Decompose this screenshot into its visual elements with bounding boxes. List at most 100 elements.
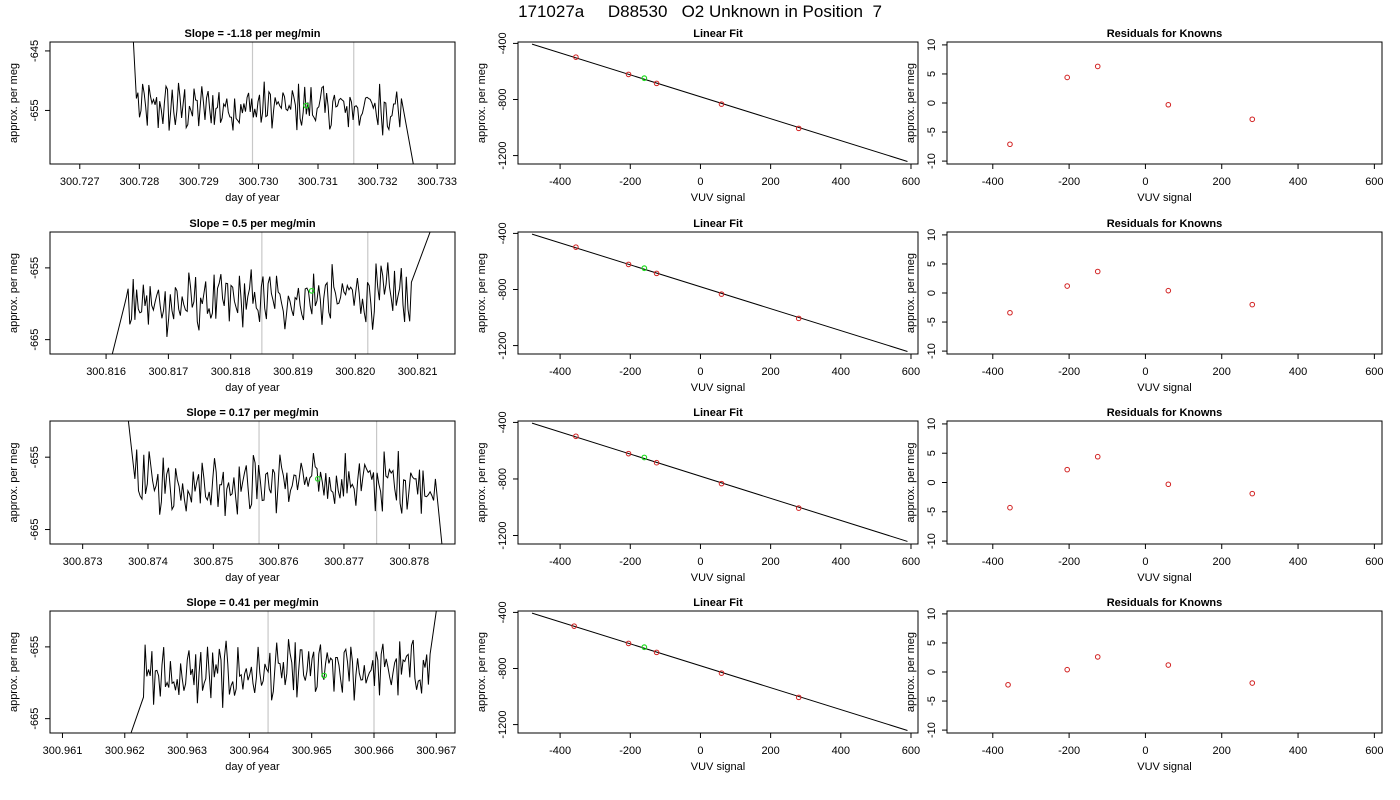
x-tick-label: 600 <box>902 556 920 568</box>
y-axis-label: approx. per meg <box>476 442 488 522</box>
panel-title: Linear Fit <box>693 407 743 419</box>
x-axis-label: day of year <box>225 382 280 394</box>
y-tick-label: 5 <box>926 261 938 267</box>
x-tick-label: 600 <box>1365 176 1383 188</box>
x-tick-label: 600 <box>902 176 920 188</box>
x-tick-label: -200 <box>619 556 641 568</box>
x-tick-label: 400 <box>1289 366 1307 378</box>
x-tick-label: 400 <box>832 745 850 757</box>
highlight-point <box>321 672 328 679</box>
x-tick-label: 0 <box>1142 176 1148 188</box>
y-tick-label: -5 <box>926 317 938 327</box>
data-point <box>1094 654 1101 660</box>
y-axis-label: approx. per meg <box>8 442 20 522</box>
y-tick-label: -1200 <box>497 332 509 360</box>
plot-area <box>127 421 443 544</box>
plot-frame <box>517 41 919 165</box>
y-tick-label: -800 <box>497 468 509 490</box>
data-point <box>1064 666 1070 673</box>
data-point <box>1165 287 1172 294</box>
data-point <box>625 450 632 457</box>
x-tick-label: -400 <box>549 176 571 188</box>
plot-area <box>132 42 414 164</box>
data-trace <box>111 232 431 354</box>
x-tick-label: 300.730 <box>239 176 279 188</box>
data-point <box>653 459 660 466</box>
data-point <box>625 261 632 268</box>
y-tick-label: 0 <box>926 479 938 485</box>
panel-title: Residuals for Knowns <box>1107 28 1223 40</box>
plot-frame <box>946 420 1383 545</box>
y-tick-label: 5 <box>926 71 938 77</box>
highlight-point <box>641 644 648 651</box>
plot-area <box>531 233 908 352</box>
x-axis-label: VUV signal <box>691 382 745 394</box>
x-axis-label: VUV signal <box>1137 761 1191 773</box>
x-tick-label: 0 <box>697 745 703 757</box>
x-tick-label: -200 <box>619 745 641 757</box>
highlight-point <box>641 75 648 82</box>
y-tick-label: 5 <box>926 450 938 456</box>
data-point <box>573 244 579 250</box>
x-tick-label: -400 <box>982 366 1004 378</box>
y-tick-label: 10 <box>926 39 938 51</box>
x-tick-label: 300.962 <box>105 745 145 757</box>
data-trace <box>132 42 414 164</box>
x-tick-label: 300.729 <box>179 176 219 188</box>
x-tick-label: 400 <box>1289 745 1307 757</box>
x-tick-label: -400 <box>982 176 1004 188</box>
panel-title: Slope = -1.18 per meg/min <box>184 28 320 40</box>
plot-area <box>531 422 908 542</box>
x-tick-label: -200 <box>619 366 641 378</box>
panel-title: Slope = 0.41 per meg/min <box>186 597 319 609</box>
y-tick-label: -1200 <box>497 142 509 170</box>
data-point <box>653 270 660 277</box>
x-tick-label: 0 <box>697 176 703 188</box>
y-tick-label: -5 <box>926 696 938 706</box>
panel-resid-row-1: Residuals for Knowns -400 -200 0 200 400 600 -1… <box>905 28 1384 204</box>
x-tick-label: -400 <box>982 745 1004 757</box>
x-tick-label: 0 <box>697 366 703 378</box>
x-tick-label: 300.967 <box>416 745 456 757</box>
plot-area <box>1007 268 1256 316</box>
y-axis-label: approx. per meg <box>476 253 488 333</box>
data-point <box>1064 283 1070 289</box>
x-tick-label: -200 <box>1058 745 1080 757</box>
plot-frame <box>49 231 456 355</box>
data-point <box>718 480 725 487</box>
panel-time-row-4: Slope = 0.41 per meg/min 300.961 300.962 30… <box>8 597 456 773</box>
x-tick-label: 200 <box>1213 176 1231 188</box>
x-tick-label: 300.732 <box>358 176 398 188</box>
x-tick-label: 300.731 <box>298 176 338 188</box>
plot-area <box>130 611 437 733</box>
x-tick-label: -400 <box>982 556 1004 568</box>
x-tick-label: -200 <box>1058 366 1080 378</box>
x-tick-label: 0 <box>1142 556 1148 568</box>
y-tick-label: -10 <box>926 722 938 738</box>
x-tick-label: 400 <box>1289 556 1307 568</box>
data-point <box>795 694 802 701</box>
x-tick-label: 300.820 <box>335 366 375 378</box>
data-point <box>718 291 725 297</box>
page-title: 171027a D88530 O2 Unknown in Position 7 <box>518 2 882 21</box>
y-tick-label: -10 <box>926 343 938 359</box>
x-axis-label: day of year <box>225 572 280 584</box>
panel-fit-row-2: Linear Fit -400 -200 0 200 400 600 -400 -800 -120… <box>476 218 920 394</box>
y-tick-label: 10 <box>926 418 938 430</box>
panel-title: Linear Fit <box>693 597 743 609</box>
y-axis-label: approx. per meg <box>8 63 20 143</box>
x-tick-label: 300.965 <box>292 745 332 757</box>
plot-area <box>1005 654 1256 688</box>
y-axis-label: approx. per meg <box>905 632 917 712</box>
panel-title: Slope = 0.17 per meg/min <box>186 407 319 419</box>
x-tick-label: 200 <box>1213 745 1231 757</box>
y-tick-label: -800 <box>497 657 509 679</box>
y-tick-label: -645 <box>29 40 41 62</box>
plot-frame <box>517 610 919 734</box>
x-tick-label: 0 <box>1142 366 1148 378</box>
data-point <box>795 125 802 132</box>
data-point <box>625 640 632 647</box>
x-tick-label: 300.727 <box>60 176 100 188</box>
highlight-point <box>641 454 648 461</box>
x-tick-label: 600 <box>1365 556 1383 568</box>
